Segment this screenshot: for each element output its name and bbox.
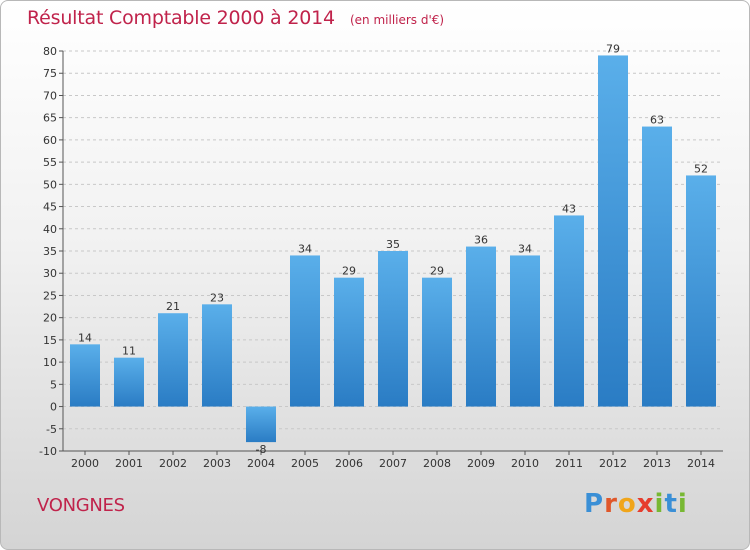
x-tick-label: 2005 <box>291 457 319 470</box>
y-tick-label: 25 <box>43 289 57 302</box>
bar <box>554 215 584 407</box>
data-label: 23 <box>210 291 224 304</box>
chart-title: Résultat Comptable 2000 à 2014 <box>27 7 335 29</box>
logo-letter: P <box>584 489 605 519</box>
x-tick-label: 2013 <box>643 457 671 470</box>
y-tick-label: 80 <box>43 45 57 58</box>
bar <box>70 344 100 407</box>
data-label: 52 <box>694 162 708 175</box>
y-tick-label: 40 <box>43 223 57 236</box>
y-tick-label: 75 <box>43 67 57 80</box>
logo-letter: i <box>654 489 665 519</box>
y-tick-label: 60 <box>43 134 57 147</box>
bar <box>202 304 232 407</box>
y-tick-label: 70 <box>43 89 57 102</box>
x-tick-label: 2001 <box>115 457 143 470</box>
y-tick-label: -10 <box>39 445 57 458</box>
x-tick-label: 2003 <box>203 457 231 470</box>
x-tick-label: 2006 <box>335 457 363 470</box>
data-label: 29 <box>342 265 356 278</box>
logo-letter: x <box>636 489 655 519</box>
y-tick-label: 55 <box>43 156 57 169</box>
bar <box>510 255 540 407</box>
data-label: 63 <box>650 114 664 127</box>
y-tick-label: 5 <box>50 378 57 391</box>
bar <box>246 406 276 443</box>
data-label: 79 <box>606 42 620 55</box>
chart-title-area: Résultat Comptable 2000 à 2014 (en milli… <box>27 7 444 29</box>
bar <box>466 246 496 407</box>
x-tick-label: 2004 <box>247 457 275 470</box>
bar <box>378 251 408 407</box>
bar <box>290 255 320 407</box>
y-tick-label: 15 <box>43 334 57 347</box>
x-tick-label: 2009 <box>467 457 495 470</box>
town-name: VONGNES <box>37 495 125 516</box>
data-label: 34 <box>298 242 312 255</box>
bar <box>158 313 188 407</box>
y-tick-label: 20 <box>43 312 57 325</box>
bar <box>686 175 716 407</box>
data-label: 29 <box>430 265 444 278</box>
x-tick-label: 2012 <box>599 457 627 470</box>
y-tick-label: 35 <box>43 245 57 258</box>
data-label: -8 <box>256 443 267 456</box>
bar <box>598 55 628 407</box>
y-tick-label: 30 <box>43 267 57 280</box>
chart-subtitle: (en milliers d'€) <box>349 13 445 27</box>
y-tick-label: 10 <box>43 356 57 369</box>
x-tick-label: 2014 <box>687 457 715 470</box>
y-tick-label: -5 <box>46 423 57 436</box>
bar <box>422 277 452 407</box>
y-tick-label: 45 <box>43 201 57 214</box>
data-label: 11 <box>122 345 136 358</box>
logo-letter: r <box>604 489 618 519</box>
y-tick-label: 50 <box>43 178 57 191</box>
y-tick-label: 0 <box>50 401 57 414</box>
data-label: 34 <box>518 242 532 255</box>
bar <box>334 277 364 407</box>
data-label: 35 <box>386 238 400 251</box>
data-label: 36 <box>474 234 488 247</box>
logo-letter: o <box>617 489 637 519</box>
y-tick-label: 65 <box>43 112 57 125</box>
x-tick-label: 2008 <box>423 457 451 470</box>
data-label: 14 <box>78 331 92 344</box>
x-tick-label: 2011 <box>555 457 583 470</box>
bar <box>114 357 144 407</box>
x-tick-label: 2007 <box>379 457 407 470</box>
x-tick-label: 2002 <box>159 457 187 470</box>
bar <box>642 126 672 407</box>
x-tick-label: 2000 <box>71 457 99 470</box>
logo-letter: i <box>677 489 688 519</box>
x-tick-label: 2010 <box>511 457 539 470</box>
data-label: 43 <box>562 202 576 215</box>
logo-letter: t <box>664 489 678 519</box>
proxiti-logo: Proxiti <box>584 489 688 519</box>
data-label: 21 <box>166 300 180 313</box>
